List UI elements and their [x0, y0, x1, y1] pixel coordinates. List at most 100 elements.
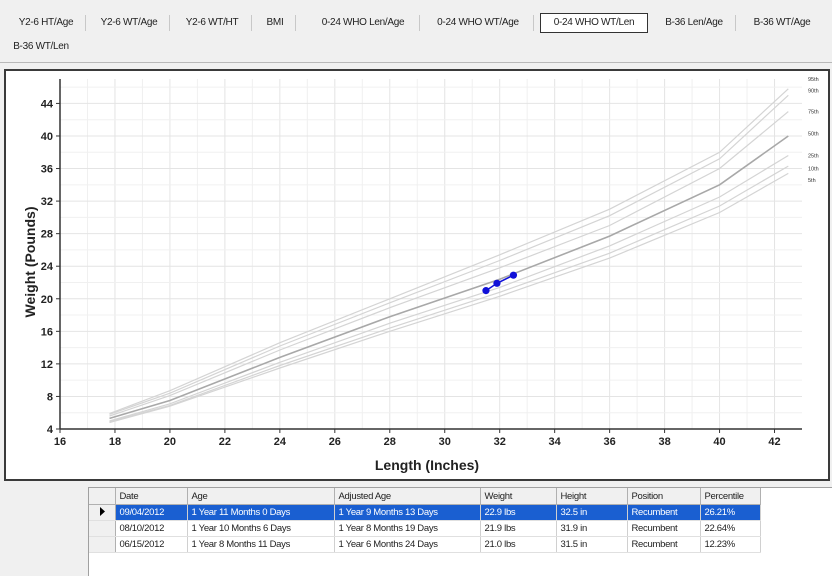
percentile-curve-50th — [109, 135, 789, 420]
y-tick-label: 28 — [41, 229, 53, 241]
chart-axes: 16 18 20 22 24 26 28 30 32 34 36 38 40 42 4 8 12 16 20 24 28… — [41, 79, 802, 448]
y-tick-label: 40 — [41, 131, 53, 143]
cell-percentile[interactable]: 12.23% — [700, 536, 761, 553]
percentile-label-10th: 10th — [808, 167, 819, 173]
tab-y2-6-ht-age[interactable]: Y2-6 HT/Age — [10, 13, 86, 33]
x-tick-label: 16 — [54, 436, 66, 448]
chart-tab-strip: Y2-6 HT/Age Y2-6 WT/Age Y2-6 WT/HT BMI 0… — [0, 0, 832, 63]
row-header-corner — [89, 488, 116, 505]
x-tick-label: 36 — [604, 436, 616, 448]
y-tick-label: 20 — [41, 294, 53, 306]
x-tick-label: 20 — [164, 436, 176, 448]
cell-age[interactable]: 1 Year 10 Months 6 Days — [187, 520, 335, 537]
x-tick-label: 28 — [384, 436, 396, 448]
tab-0-24-who-wt-age[interactable]: 0-24 WHO WT/Age — [426, 13, 534, 33]
column-header-age[interactable]: Age — [187, 488, 335, 505]
cell-weight[interactable]: 21.0 lbs — [480, 536, 557, 553]
percentile-curve-25th — [109, 154, 789, 422]
measurements-grid: Date Age Adjusted Age Weight Height Posi… — [88, 487, 832, 576]
table-row[interactable]: 08/10/2012 1 Year 10 Months 6 Days 1 Yea… — [89, 520, 761, 537]
chart-grid — [59, 79, 802, 430]
y-tick-label: 32 — [41, 196, 53, 208]
cell-weight[interactable]: 21.9 lbs — [480, 520, 557, 537]
row-header[interactable] — [89, 520, 116, 537]
x-tick-label: 26 — [329, 436, 341, 448]
y-axis-label: Weight (Pounds) — [22, 207, 38, 318]
x-tick-label: 22 — [219, 436, 231, 448]
percentile-curve-10th — [109, 165, 789, 423]
y-tick-label: 8 — [47, 391, 53, 403]
cell-adjusted-age[interactable]: 1 Year 6 Months 24 Days — [334, 536, 481, 553]
x-tick-label: 30 — [439, 436, 451, 448]
cell-height[interactable]: 32.5 in — [556, 504, 628, 521]
cell-date[interactable]: 06/15/2012 — [115, 536, 188, 553]
percentile-label-95th: 95th — [808, 77, 819, 83]
x-tick-label: 40 — [713, 436, 725, 448]
tab-0-24-who-len-age[interactable]: 0-24 WHO Len/Age — [310, 13, 420, 33]
x-tick-label: 34 — [549, 436, 562, 448]
current-row-indicator-icon — [89, 504, 116, 521]
tab-b-36-wt-len[interactable]: B-36 WT/Len — [13, 41, 69, 52]
percentile-curve-5th — [109, 172, 789, 424]
patient-series — [482, 271, 518, 295]
cell-weight[interactable]: 22.9 lbs — [480, 504, 557, 521]
column-header-position[interactable]: Position — [627, 488, 701, 505]
y-tick-label: 44 — [41, 98, 54, 110]
cell-percentile[interactable]: 26.21% — [700, 504, 761, 521]
cell-height[interactable]: 31.5 in — [556, 536, 628, 553]
percentile-labels: 95th 90th 75th 50th 25th 10th 5th — [808, 77, 819, 184]
percentile-curves — [109, 88, 789, 424]
column-header-weight[interactable]: Weight — [480, 488, 557, 505]
column-header-adjusted-age[interactable]: Adjusted Age — [334, 488, 481, 505]
tab-y2-6-wt-age[interactable]: Y2-6 WT/Age — [92, 13, 170, 33]
table-row[interactable]: 06/15/2012 1 Year 8 Months 11 Days 1 Yea… — [89, 536, 761, 553]
cell-age[interactable]: 1 Year 8 Months 11 Days — [187, 536, 335, 553]
cell-date[interactable]: 09/04/2012 — [115, 504, 188, 521]
tab-bmi[interactable]: BMI — [258, 13, 296, 33]
y-tick-label: 4 — [47, 424, 54, 436]
percentile-label-90th: 90th — [808, 88, 819, 94]
x-tick-label: 42 — [768, 436, 780, 448]
cell-adjusted-age[interactable]: 1 Year 8 Months 19 Days — [334, 520, 481, 537]
patient-data-point — [482, 287, 490, 295]
table-header-row: Date Age Adjusted Age Weight Height Posi… — [89, 488, 761, 505]
patient-data-point — [509, 271, 518, 279]
percentile-curve-90th — [109, 94, 789, 415]
cell-age[interactable]: 1 Year 11 Months 0 Days — [187, 504, 335, 521]
tab-b-36-wt-age[interactable]: B-36 WT/Age — [753, 17, 811, 28]
x-tick-label: 38 — [658, 436, 670, 448]
y-tick-label: 16 — [41, 326, 53, 338]
cell-adjusted-age[interactable]: 1 Year 9 Months 13 Days — [334, 504, 481, 521]
growth-chart: 16 18 20 22 24 26 28 30 32 34 36 38 40 42 4 8 12 16 20 24 28… — [22, 77, 819, 473]
tab-0-24-who-wt-len[interactable]: 0-24 WHO WT/Len — [540, 13, 648, 33]
cell-position[interactable]: Recumbent — [627, 504, 701, 521]
cell-position[interactable]: Recumbent — [627, 520, 701, 537]
column-header-date[interactable]: Date — [115, 488, 188, 505]
cell-percentile[interactable]: 22.64% — [700, 520, 761, 537]
patient-data-point — [493, 279, 501, 287]
x-tick-label: 32 — [494, 436, 506, 448]
tab-y2-6-wt-ht[interactable]: Y2-6 WT/HT — [176, 13, 252, 33]
percentile-label-50th: 50th — [808, 132, 819, 138]
percentile-label-25th: 25th — [808, 154, 819, 160]
tab-b-36-len-age[interactable]: B-36 Len/Age — [656, 13, 736, 33]
percentile-curve-95th — [109, 88, 789, 415]
y-tick-label: 12 — [41, 359, 53, 371]
x-axis-label: Length (Inches) — [375, 457, 479, 473]
growth-chart-panel: 16 18 20 22 24 26 28 30 32 34 36 38 40 42 4 8 12 16 20 24 28… — [4, 69, 830, 481]
x-tick-label: 24 — [274, 436, 287, 448]
y-tick-label: 36 — [41, 164, 53, 176]
column-header-percentile[interactable]: Percentile — [700, 488, 761, 505]
percentile-label-5th: 5th — [808, 178, 816, 184]
x-tick-label: 18 — [109, 436, 121, 448]
cell-position[interactable]: Recumbent — [627, 536, 701, 553]
row-header[interactable] — [89, 536, 116, 553]
cell-date[interactable]: 08/10/2012 — [115, 520, 188, 537]
column-header-height[interactable]: Height — [556, 488, 628, 505]
y-tick-label: 24 — [41, 261, 54, 273]
cell-height[interactable]: 31.9 in — [556, 520, 628, 537]
percentile-label-75th: 75th — [808, 110, 819, 116]
percentile-curve-75th — [109, 111, 789, 417]
table-row[interactable]: 09/04/2012 1 Year 11 Months 0 Days 1 Yea… — [89, 504, 761, 521]
measurements-table: Date Age Adjusted Age Weight Height Posi… — [89, 488, 761, 553]
